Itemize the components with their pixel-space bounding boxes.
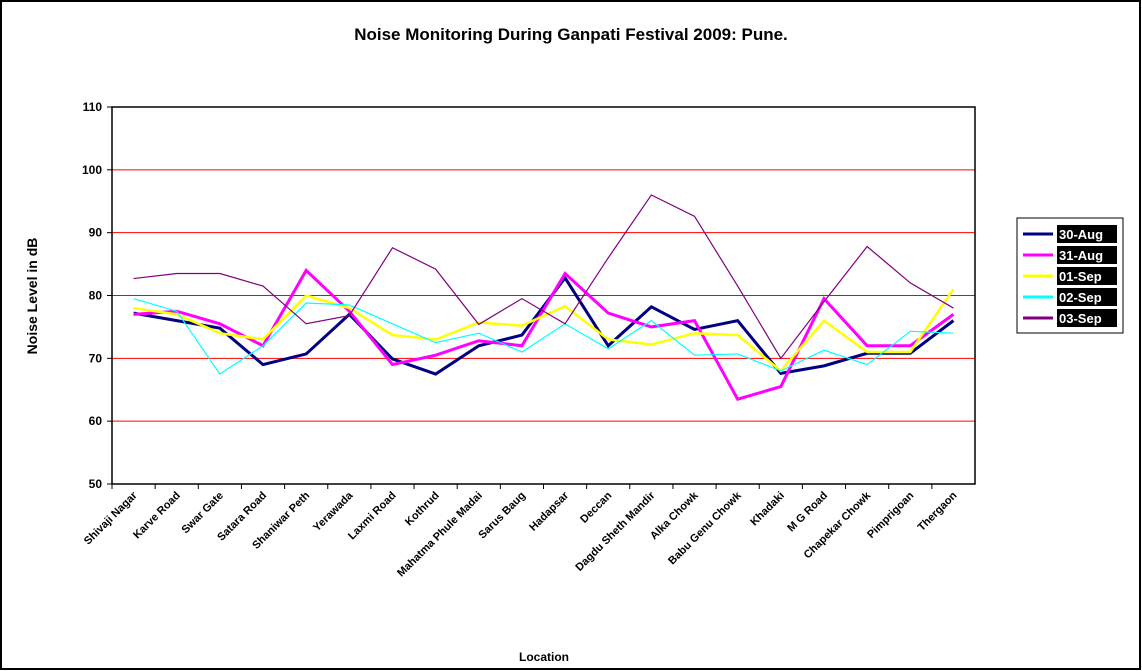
legend-label-bg [1057, 288, 1117, 306]
y-axis-label: Noise Level in dB [24, 238, 40, 355]
series-line [133, 194, 954, 360]
legend-label: 30-Aug [1059, 227, 1103, 242]
legend-label: 03-Sep [1059, 311, 1102, 326]
legend-label: 31-Aug [1059, 248, 1103, 263]
y-tick-label: 80 [89, 289, 103, 303]
chart-title: Noise Monitoring During Ganpati Festival… [354, 25, 788, 44]
y-tick-label: 70 [89, 351, 103, 365]
series-line [133, 288, 955, 373]
legend-label-bg [1057, 309, 1117, 327]
y-tick-label: 110 [83, 100, 103, 114]
y-tick-label: 50 [89, 477, 103, 491]
legend-label: 02-Sep [1059, 290, 1102, 305]
legend-label: 01-Sep [1059, 269, 1102, 284]
series-line [133, 275, 955, 376]
legend-label-bg [1057, 246, 1117, 264]
legend-label-bg [1057, 267, 1117, 285]
series-line [133, 298, 954, 375]
legend-label-bg [1057, 225, 1117, 243]
y-tick-label: 60 [89, 414, 103, 428]
x-axis-label: Location [519, 650, 569, 664]
y-tick-label: 100 [82, 163, 102, 177]
y-tick-label: 90 [89, 226, 103, 240]
